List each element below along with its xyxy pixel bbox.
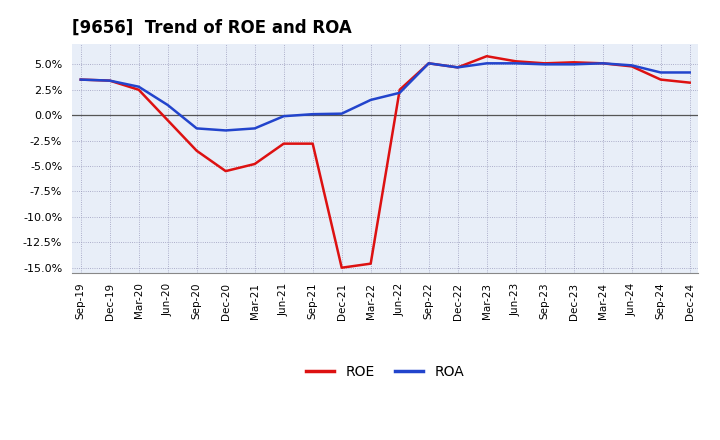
ROE: [163, 117, 172, 123]
ROE: [482, 54, 491, 59]
ROE: [511, 59, 520, 64]
ROE: [192, 148, 201, 154]
ROE: [570, 60, 578, 65]
ROA: [279, 114, 288, 119]
ROA: [251, 126, 259, 131]
ROE: [338, 265, 346, 270]
ROE: [395, 87, 404, 92]
Line: ROE: ROE: [81, 56, 690, 268]
ROA: [366, 97, 375, 103]
ROA: [454, 65, 462, 70]
ROA: [338, 111, 346, 116]
ROE: [366, 261, 375, 266]
ROA: [598, 61, 607, 66]
ROE: [76, 77, 85, 82]
ROE: [424, 61, 433, 66]
ROE: [279, 141, 288, 146]
ROE: [598, 61, 607, 66]
ROA: [424, 61, 433, 66]
ROA: [135, 84, 143, 89]
ROE: [541, 61, 549, 66]
ROA: [76, 77, 85, 82]
ROA: [685, 70, 694, 75]
ROE: [251, 161, 259, 167]
ROE: [627, 64, 636, 69]
ROA: [511, 61, 520, 66]
Legend: ROE, ROA: ROE, ROA: [301, 360, 469, 385]
ROA: [221, 128, 230, 133]
Line: ROA: ROA: [81, 63, 690, 130]
ROE: [308, 141, 317, 146]
ROA: [482, 61, 491, 66]
ROE: [105, 78, 114, 83]
ROA: [105, 78, 114, 83]
ROA: [570, 62, 578, 67]
Text: [9656]  Trend of ROE and ROA: [9656] Trend of ROE and ROA: [72, 19, 352, 37]
ROE: [454, 65, 462, 70]
ROA: [163, 103, 172, 108]
ROE: [135, 87, 143, 92]
ROA: [627, 63, 636, 68]
ROE: [685, 80, 694, 85]
ROA: [192, 126, 201, 131]
ROA: [657, 70, 665, 75]
ROE: [657, 77, 665, 82]
ROA: [395, 90, 404, 95]
ROA: [541, 62, 549, 67]
ROA: [308, 111, 317, 117]
ROE: [221, 169, 230, 174]
